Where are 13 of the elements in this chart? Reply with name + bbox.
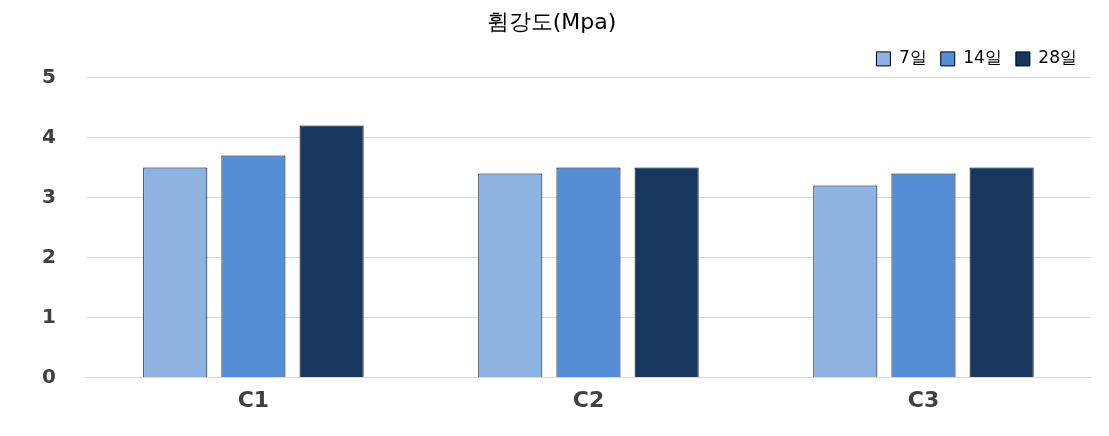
y-tick-label: 0 xyxy=(41,363,56,388)
legend-label: 28일 xyxy=(1038,47,1078,68)
chart-title: 휨강도(Mpa) xyxy=(486,8,617,34)
legend-label: 7일 xyxy=(898,47,927,68)
x-tick-label: C3 xyxy=(907,386,940,412)
y-tick-label: 2 xyxy=(41,243,56,268)
x-tick-label: C2 xyxy=(572,386,605,412)
y-tick-label: 5 xyxy=(41,63,56,88)
y-tick-label: 1 xyxy=(41,303,56,328)
x-tick-label: C1 xyxy=(237,386,270,412)
y-tick-label: 3 xyxy=(41,183,56,208)
y-tick-label: 4 xyxy=(41,123,56,148)
legend-label: 14일 xyxy=(963,47,1002,68)
